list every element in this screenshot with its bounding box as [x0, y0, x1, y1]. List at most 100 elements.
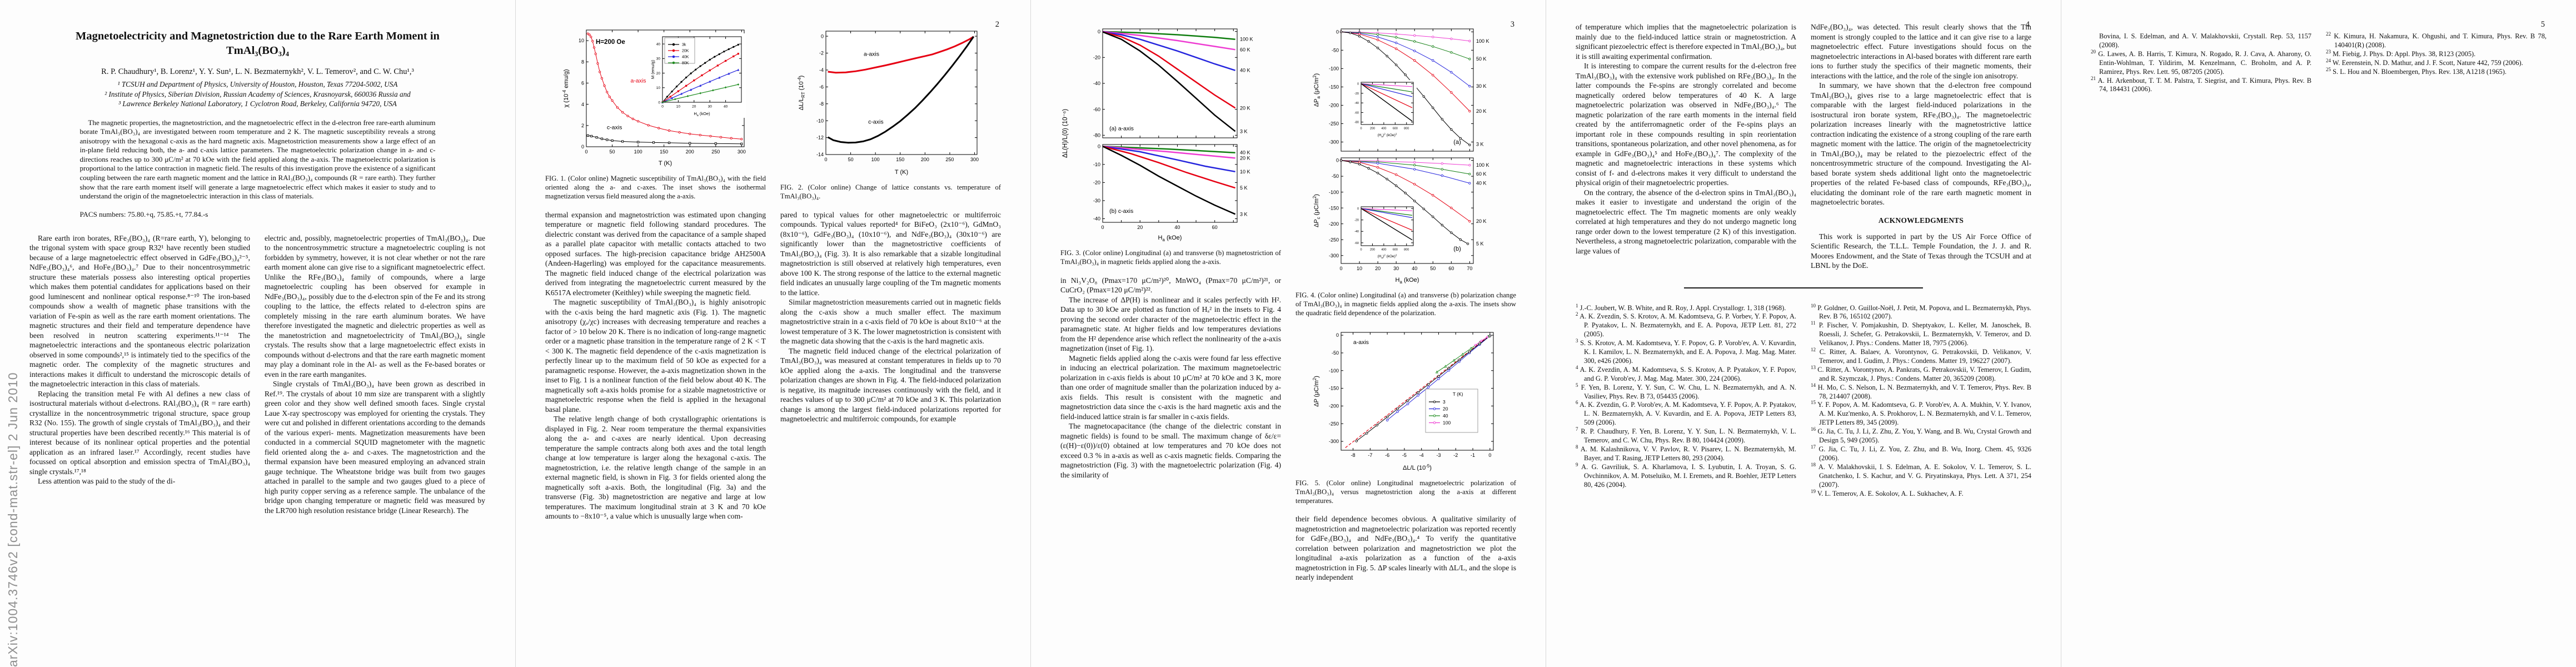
svg-text:0: 0 [661, 105, 664, 109]
svg-text:0: 0 [1360, 127, 1362, 131]
reference-item: 7 R. P. Chaudhury, F. Yen, B. Lorenz, Y.… [1576, 426, 1796, 445]
svg-text:20: 20 [1375, 266, 1381, 271]
svg-text:-7: -7 [1368, 452, 1372, 458]
svg-text:-250: -250 [1328, 237, 1338, 242]
svg-text:0: 0 [1336, 29, 1338, 34]
paragraph: Magnetic fields applied along the c-axis… [1060, 354, 1281, 421]
svg-text:100: 100 [634, 149, 642, 155]
svg-text:0: 0 [585, 149, 587, 155]
chart-inset: 0 200 400 600 800 0 -20 -40 -60 (Ha)2 (kOe)2 [1347, 205, 1417, 260]
svg-text:M (emu/g): M (emu/g) [650, 59, 655, 79]
figure-5-caption: FIG. 5. (Color online) Longitudinal magn… [1296, 479, 1516, 505]
svg-text:0: 0 [1101, 225, 1104, 230]
svg-text:200: 200 [685, 149, 694, 155]
svg-text:30: 30 [707, 105, 712, 109]
svg-text:-3: -3 [1436, 452, 1441, 458]
svg-text:60 K: 60 K [1476, 171, 1487, 177]
reference-item: 12 C. Ritter, A. Balaev, A. Vorontynov, … [1811, 346, 2031, 365]
reference-item: Bovina, I. S. Edelman, and A. V. Malakho… [2099, 32, 2311, 49]
svg-text:60 K: 60 K [1240, 47, 1250, 52]
svg-text:-6: -6 [1385, 452, 1389, 458]
svg-text:10: 10 [676, 105, 680, 109]
page-4: 4 of temperature which implies that the … [1546, 0, 2061, 667]
paragraph: In summary, we have shown that the d-ele… [1811, 81, 2031, 206]
svg-text:Ha (kOe): Ha (kOe) [1158, 235, 1182, 242]
svg-text:300: 300 [737, 149, 745, 155]
figure-2-lattice-constants: 0 50 100 150 200 250 300 0 -2 -4 -6 -8 -10 -12 -14 T (K… [796, 24, 986, 177]
page3-column-1: ΔL(H)/L(0) (10⁻⁶) 0 -20 -40 -60 -80 (a) a-axi… [1060, 22, 1281, 583]
svg-text:-8: -8 [819, 101, 823, 107]
svg-text:-60: -60 [1354, 242, 1359, 245]
references-col-left: 1 J.-C. Joubert, W. B. White, and R. Roy… [1576, 303, 1796, 499]
page-number: 3 [1510, 20, 1514, 29]
svg-text:-50: -50 [1331, 350, 1338, 356]
svg-text:c-axis: c-axis [606, 125, 621, 131]
svg-text:0: 0 [1357, 207, 1358, 211]
reference-item: 19 V. L. Temerov, A. E. Sokolov, A. L. S… [1811, 488, 1964, 497]
svg-text:-250: -250 [1328, 121, 1338, 127]
page-number: 5 [2540, 20, 2545, 29]
paragraph: in Ni₃V₂O₈ (Pmax=170 μC/m²)²⁰, MnWO₄ (Pm… [1060, 276, 1281, 295]
figure-4a-panel: 0 -50 -100 -150 -200 -250 -300 ΔPa (μC/m2) (a) 10… [1311, 24, 1501, 153]
svg-text:60: 60 [1448, 266, 1454, 271]
svg-text:70: 70 [1467, 266, 1472, 271]
svg-text:a-axis: a-axis [1353, 339, 1368, 346]
acknowledgments-text: This work is supported in part by the US… [1811, 232, 2031, 271]
page3-col2-text: their field dependence becomes obvious. … [1296, 514, 1516, 583]
paragraph: Single crystals of TmAl₃(BO₃)₄ have been… [265, 380, 485, 515]
abstract: The magnetic properties, the magnetostri… [79, 118, 436, 201]
svg-text:Ha (kOe): Ha (kOe) [694, 111, 710, 117]
arxiv-stamp: arXiv:1004.3746v2 [cond-mat.str-el] 2 Ju… [6, 372, 20, 667]
affiliation: ¹ TCSUH and Department of Physics, Unive… [117, 80, 398, 88]
paragraph: pared to typical values for other magnet… [780, 210, 1001, 297]
svg-text:60: 60 [1212, 225, 1217, 230]
svg-text:0: 0 [824, 157, 827, 162]
svg-text:0: 0 [581, 144, 584, 150]
svg-text:a-axis: a-axis [864, 51, 879, 57]
svg-text:40: 40 [1174, 225, 1180, 230]
figure-1-susceptibility: 0 50 100 150 200 250 300 0 2 4 6 8 10 T (K) χ (10-4 em… [561, 24, 751, 168]
svg-text:100 K: 100 K [1240, 37, 1253, 42]
paragraph: electric and, possibly, magnetoelectric … [265, 233, 485, 379]
svg-text:T (K): T (K) [658, 160, 671, 167]
svg-text:ΔPc (μC/m2): ΔPc (μC/m2) [1312, 194, 1321, 227]
svg-text:H=200 Oe: H=200 Oe [596, 39, 625, 46]
svg-text:8: 8 [581, 59, 584, 64]
figure-4-caption: FIG. 4. (Color online) Longitudinal (a) … [1296, 291, 1516, 317]
svg-text:-2: -2 [1453, 452, 1458, 458]
page4-col2-text: NdFe₃(BO₃)₄, was detected. This result c… [1811, 22, 2031, 207]
affiliations: ¹ TCSUH and Department of Physics, Unive… [0, 79, 515, 109]
svg-text:-100: -100 [1328, 368, 1338, 374]
svg-text:0: 0 [1339, 266, 1342, 271]
svg-text:20 K: 20 K [1476, 218, 1487, 224]
reference-item: 4 A. K. Zvezdin, A. M. Kadomtseva, S. S.… [1576, 364, 1796, 382]
svg-text:20 K: 20 K [1476, 108, 1487, 114]
svg-text:80K: 80K [682, 61, 689, 65]
fig2-lattice-chart: 0 50 100 150 200 250 300 0 -2 -4 -6 -8 -10 -12 -14 T (K… [796, 31, 979, 176]
svg-text:100 K: 100 K [1476, 38, 1489, 44]
svg-text:-300: -300 [1328, 140, 1338, 145]
svg-text:-8: -8 [1351, 452, 1355, 458]
svg-text:0: 0 [1357, 83, 1358, 86]
reference-item: 21 A. H. Arkenbout, T. T. M. Palstra, T.… [2091, 75, 2311, 93]
svg-text:3 K: 3 K [1476, 141, 1484, 147]
reference-item: 20 G. Lawes, A. B. Harris, T. Kimura, N.… [2091, 48, 2311, 76]
svg-text:20: 20 [656, 72, 660, 76]
reference-item: 8 A. M. Kalashnikova, V. V. Pavlov, R. V… [1576, 444, 1796, 462]
paragraph: This work is supported in part by the US… [1811, 232, 2031, 270]
svg-text:T (K): T (K) [894, 169, 908, 176]
svg-text:0: 0 [1097, 143, 1100, 149]
svg-text:800: 800 [1404, 127, 1409, 131]
svg-text:-50: -50 [1331, 173, 1338, 179]
page-5: 5 Bovina, I. S. Edelman, and A. V. Malak… [2061, 0, 2576, 667]
reference-item: 5 F. Yen, B. Lorenz, Y. Y. Sun, C. W. Ch… [1576, 382, 1796, 400]
svg-text:40: 40 [656, 42, 660, 46]
svg-text:50: 50 [1430, 266, 1436, 271]
svg-text:a-axis: a-axis [630, 78, 646, 84]
svg-text:-100: -100 [1328, 66, 1338, 72]
svg-text:50: 50 [609, 149, 615, 155]
reference-item: 14 H. Mo, C. S. Nelson, L. N. Bezmaterny… [1811, 382, 2031, 400]
svg-text:-2: -2 [819, 51, 823, 56]
svg-text:-5: -5 [1402, 452, 1406, 458]
